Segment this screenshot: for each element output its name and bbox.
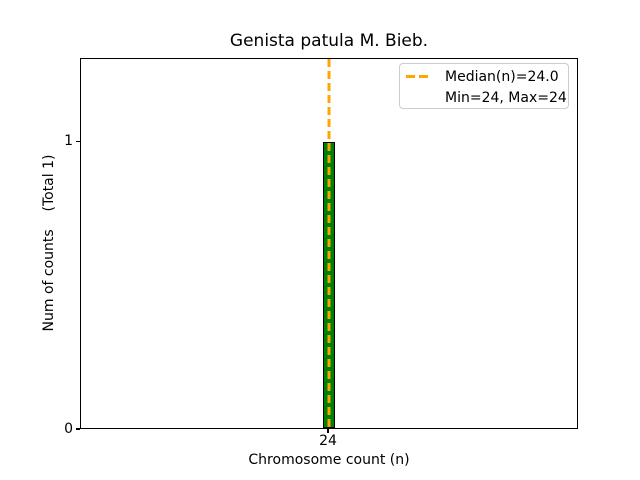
y-tick-mark-0 <box>76 428 80 430</box>
legend-label-minmax: Min=24, Max=24 <box>445 89 567 106</box>
median-line <box>327 59 331 428</box>
legend-empty-handle <box>406 96 428 99</box>
median-dashed-line-icon <box>406 75 428 78</box>
legend: Median(n)=24.0 Min=24, Max=24 <box>399 63 569 109</box>
chart-title: Genista patula M. Bieb. <box>229 31 429 51</box>
y-tick-mark-1 <box>76 140 80 143</box>
x-axis-label: Chromosome count (n) <box>248 452 410 468</box>
y-axis-label: Num of counts (Total 1) <box>41 154 57 332</box>
x-tick-label-24: 24 <box>319 433 337 449</box>
plot-area: Median(n)=24.0 Min=24, Max=24 <box>80 58 578 429</box>
x-tick-mark-24 <box>327 429 329 433</box>
legend-entry-median: Median(n)=24.0 <box>406 66 562 87</box>
y-tick-label-0: 0 <box>64 421 73 437</box>
legend-entry-minmax: Min=24, Max=24 <box>406 87 567 108</box>
y-tick-label-1: 1 <box>64 133 73 150</box>
legend-label-median: Median(n)=24.0 <box>445 68 559 85</box>
